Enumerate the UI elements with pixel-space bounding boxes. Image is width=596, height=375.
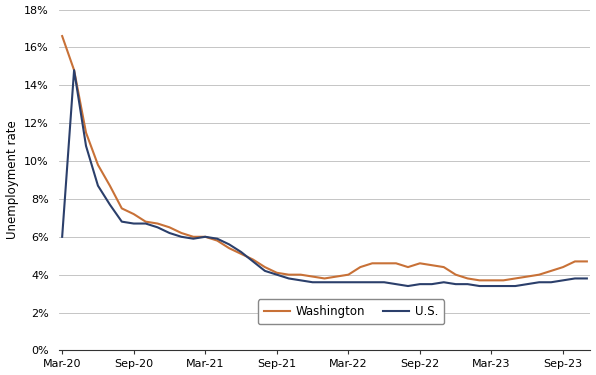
Washington bbox=[405, 265, 412, 269]
U.S. bbox=[154, 225, 161, 230]
U.S. bbox=[190, 237, 197, 241]
Washington bbox=[130, 212, 137, 216]
Washington bbox=[440, 265, 448, 269]
U.S. bbox=[213, 237, 221, 241]
U.S. bbox=[130, 221, 137, 226]
U.S. bbox=[178, 234, 185, 239]
U.S. bbox=[321, 280, 328, 285]
Washington bbox=[429, 263, 436, 267]
U.S. bbox=[249, 259, 256, 264]
U.S. bbox=[405, 284, 412, 288]
U.S. bbox=[70, 68, 77, 72]
Washington bbox=[309, 274, 316, 279]
Y-axis label: Unemployment rate: Unemployment rate bbox=[5, 121, 18, 239]
U.S. bbox=[417, 282, 424, 286]
U.S. bbox=[345, 280, 352, 285]
U.S. bbox=[297, 278, 304, 283]
U.S. bbox=[488, 284, 495, 288]
Washington bbox=[249, 257, 256, 262]
Washington bbox=[369, 261, 376, 266]
U.S. bbox=[94, 183, 101, 188]
Washington bbox=[58, 34, 66, 38]
Washington bbox=[154, 221, 161, 226]
U.S. bbox=[82, 144, 89, 148]
Washington bbox=[381, 261, 388, 266]
Washington bbox=[273, 270, 280, 275]
Washington bbox=[524, 274, 531, 279]
U.S. bbox=[393, 282, 400, 286]
U.S. bbox=[560, 278, 567, 283]
Washington bbox=[142, 219, 149, 224]
Washington bbox=[261, 265, 268, 269]
U.S. bbox=[106, 202, 113, 207]
Washington bbox=[106, 183, 113, 188]
U.S. bbox=[381, 280, 388, 285]
U.S. bbox=[500, 284, 507, 288]
Washington bbox=[213, 238, 221, 243]
Washington bbox=[536, 272, 543, 277]
Washington bbox=[237, 252, 244, 256]
U.S. bbox=[464, 282, 471, 286]
U.S. bbox=[261, 268, 268, 273]
U.S. bbox=[440, 280, 448, 285]
U.S. bbox=[548, 280, 555, 285]
Washington bbox=[178, 231, 185, 235]
U.S. bbox=[512, 284, 519, 288]
Washington bbox=[201, 234, 209, 239]
Washington bbox=[297, 272, 304, 277]
U.S. bbox=[273, 272, 280, 277]
U.S. bbox=[237, 250, 244, 254]
Washington bbox=[94, 163, 101, 167]
Washington bbox=[285, 272, 292, 277]
Washington bbox=[560, 265, 567, 269]
U.S. bbox=[333, 280, 340, 285]
Line: Washington: Washington bbox=[62, 36, 587, 280]
U.S. bbox=[118, 219, 125, 224]
Washington bbox=[225, 246, 232, 250]
U.S. bbox=[142, 221, 149, 226]
Washington bbox=[166, 225, 173, 230]
U.S. bbox=[357, 280, 364, 285]
Washington bbox=[583, 259, 591, 264]
U.S. bbox=[225, 242, 232, 247]
Washington bbox=[512, 276, 519, 281]
U.S. bbox=[429, 282, 436, 286]
Washington bbox=[321, 276, 328, 281]
U.S. bbox=[476, 284, 483, 288]
Washington bbox=[82, 130, 89, 135]
Washington bbox=[190, 234, 197, 239]
U.S. bbox=[285, 276, 292, 281]
Washington bbox=[345, 272, 352, 277]
U.S. bbox=[369, 280, 376, 285]
U.S. bbox=[452, 282, 460, 286]
Washington bbox=[452, 272, 460, 277]
Washington bbox=[548, 268, 555, 273]
Washington bbox=[500, 278, 507, 283]
U.S. bbox=[536, 280, 543, 285]
Washington bbox=[488, 278, 495, 283]
Washington bbox=[476, 278, 483, 283]
U.S. bbox=[58, 234, 66, 239]
U.S. bbox=[524, 282, 531, 286]
Line: U.S.: U.S. bbox=[62, 70, 587, 286]
Legend: Washington, U.S.: Washington, U.S. bbox=[258, 299, 444, 324]
U.S. bbox=[572, 276, 579, 281]
U.S. bbox=[201, 234, 209, 239]
Washington bbox=[333, 274, 340, 279]
U.S. bbox=[583, 276, 591, 281]
Washington bbox=[70, 68, 77, 72]
Washington bbox=[118, 206, 125, 211]
Washington bbox=[464, 276, 471, 281]
Washington bbox=[572, 259, 579, 264]
U.S. bbox=[309, 280, 316, 285]
Washington bbox=[393, 261, 400, 266]
Washington bbox=[357, 265, 364, 269]
U.S. bbox=[166, 231, 173, 235]
Washington bbox=[417, 261, 424, 266]
